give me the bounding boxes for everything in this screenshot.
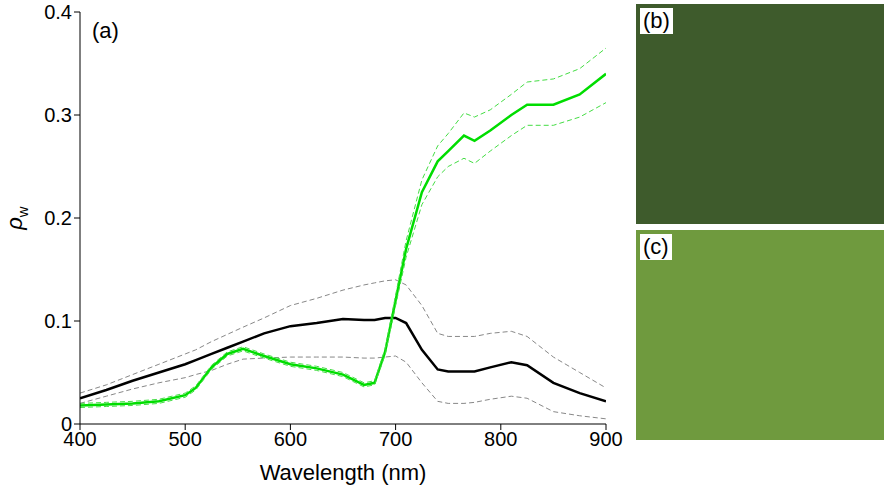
- svg-text:ρw: ρw: [2, 206, 31, 231]
- svg-text:400: 400: [63, 428, 97, 451]
- svg-text:Wavelength (nm): Wavelength (nm): [260, 460, 427, 485]
- svg-text:500: 500: [169, 428, 202, 450]
- html-text:(a): (a): [92, 18, 119, 43]
- svg-text:900: 900: [589, 428, 622, 450]
- svg-text:600: 600: [274, 428, 307, 450]
- svg-text:800: 800: [484, 428, 517, 450]
- svg-text:0.2: 0.2: [44, 207, 72, 229]
- svg-text:700: 700: [379, 428, 412, 450]
- html-text:(c): (c): [643, 234, 669, 259]
- svg-text:0: 0: [61, 413, 72, 435]
- svg-text:0.3: 0.3: [44, 104, 72, 126]
- html-text:(b): (b): [643, 8, 670, 33]
- svg-text:0.1: 0.1: [44, 310, 72, 332]
- svg-text:0.4: 0.4: [44, 1, 72, 23]
